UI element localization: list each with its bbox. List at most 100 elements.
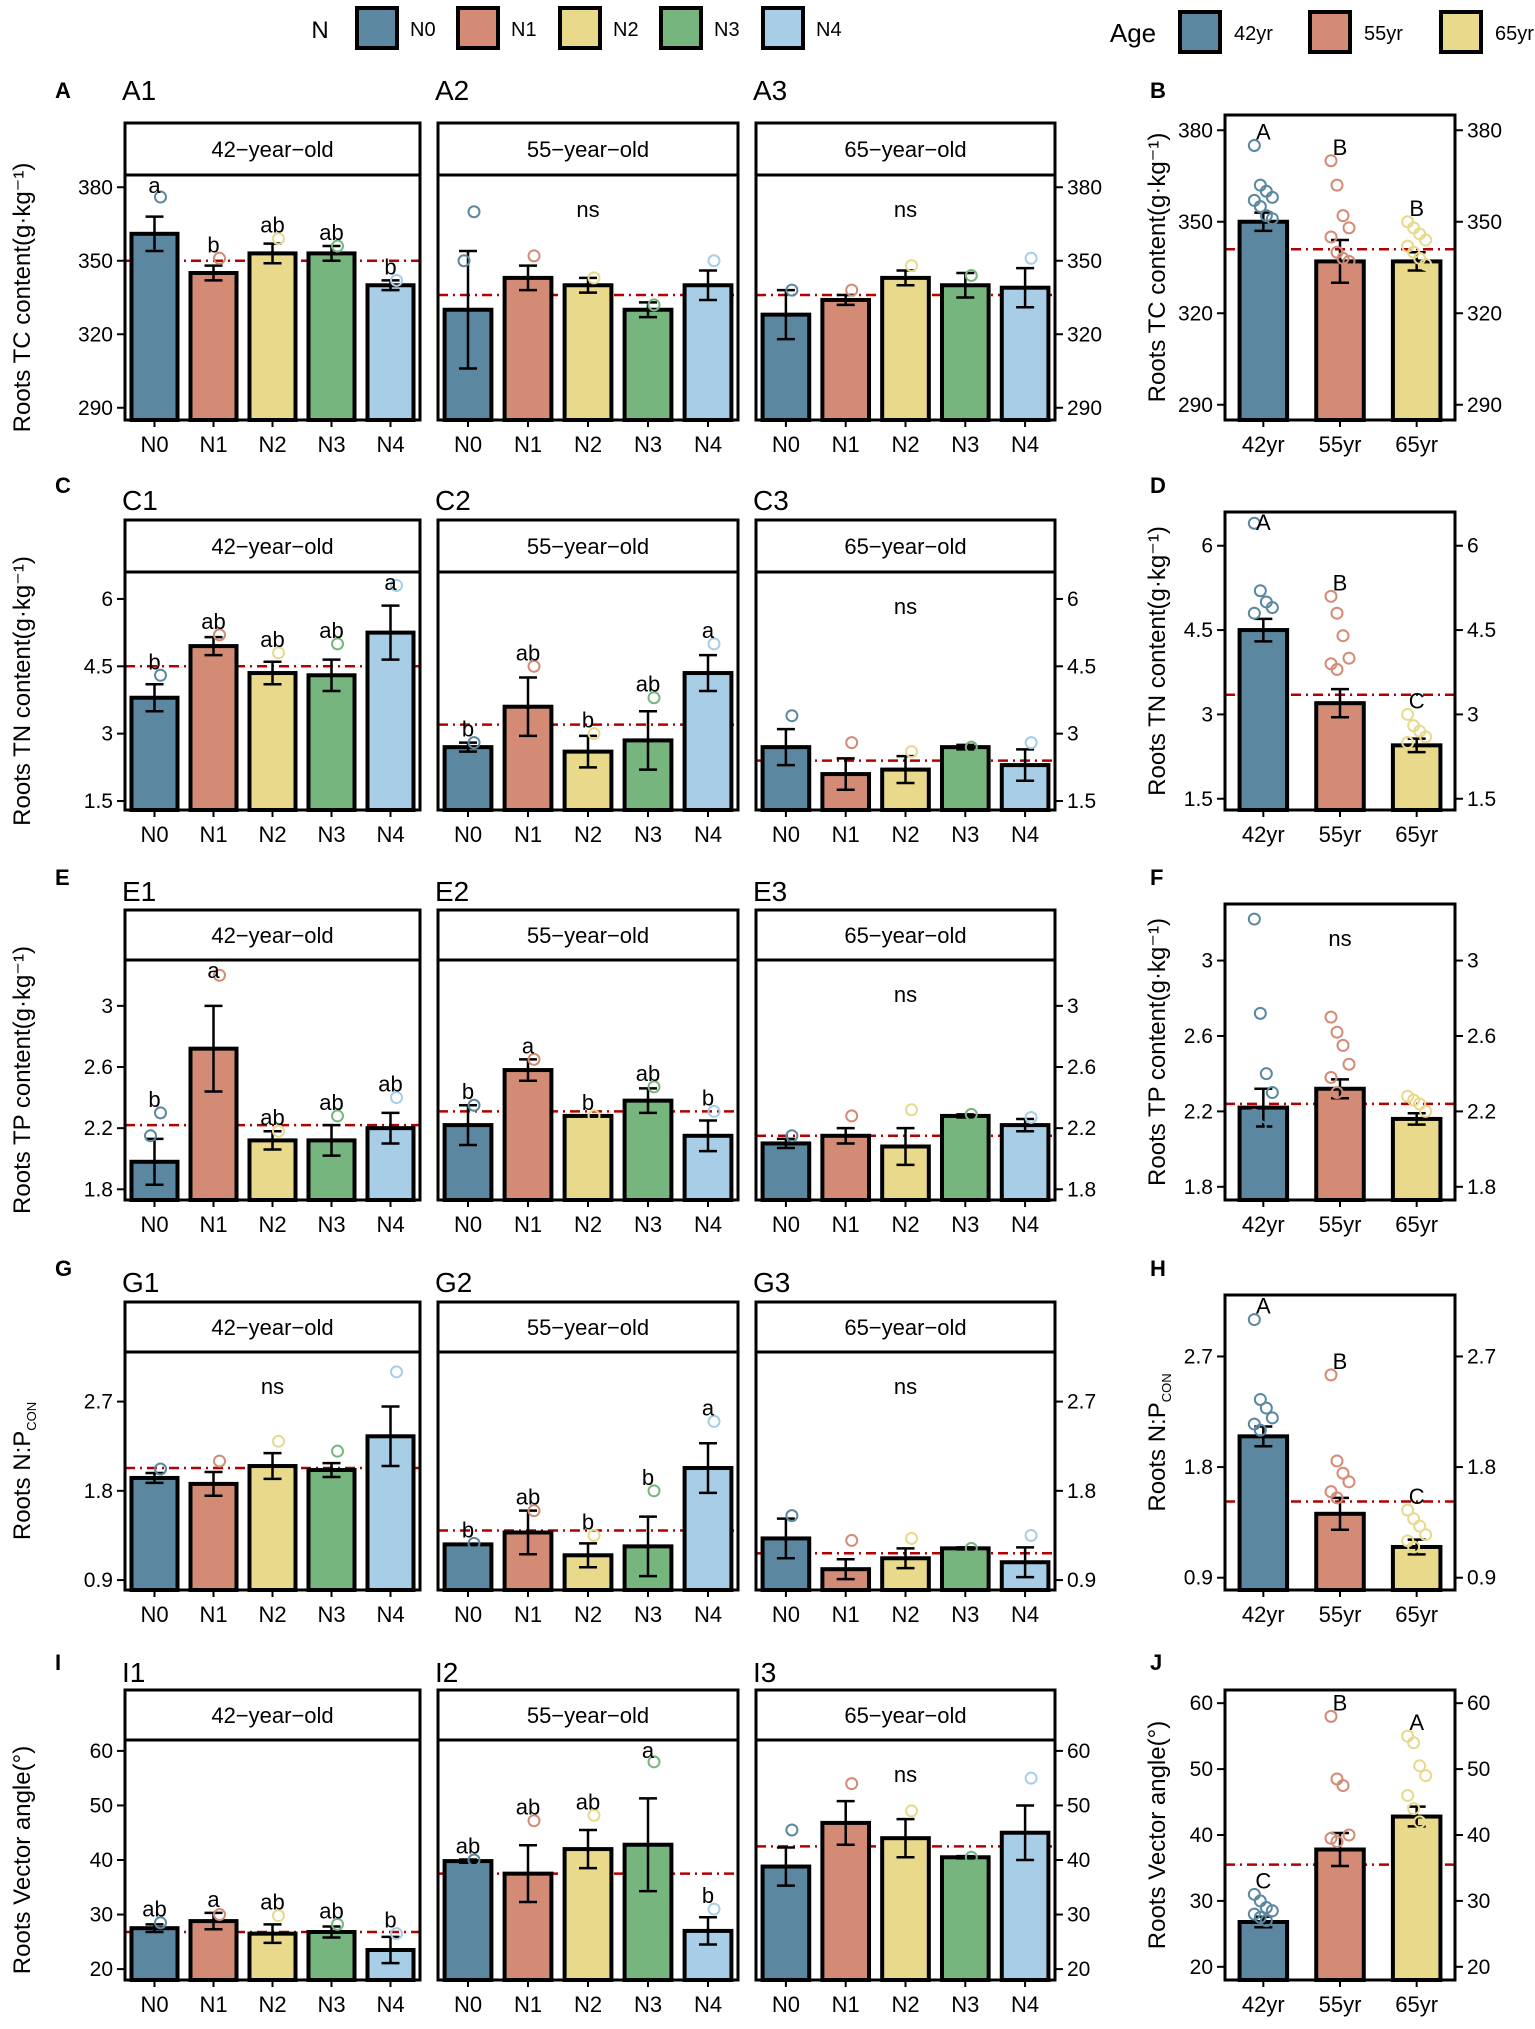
data-point-65yr [1419, 1769, 1433, 1783]
x-tick-label: N2 [574, 822, 602, 847]
data-point-65yr [1419, 233, 1433, 247]
data-point-N0 [467, 205, 481, 219]
data-point-65yr [1419, 1104, 1433, 1118]
bar-N4 [999, 1123, 1051, 1203]
y-tick-label: 350 [1067, 250, 1102, 273]
significance-letter: ab [636, 672, 660, 697]
age-y-axis-title-text: Roots Vector angle(°) [1144, 1721, 1171, 1949]
data-point-42yr [1259, 1142, 1273, 1156]
bar-N3 [939, 1855, 991, 1982]
panel-H: H A 42yr B 55yr C 65yr 0.9 1.8 2.7 0.9 1.8 2.7 Roots … [1144, 1256, 1496, 1627]
row-label: E [55, 865, 70, 890]
x-tick-label: 55yr [1319, 822, 1362, 847]
data-point-N4 [1024, 1771, 1038, 1785]
data-point-42yr [1265, 212, 1279, 226]
x-tick-label: N4 [376, 1212, 404, 1237]
data-point-55yr [1324, 1368, 1338, 1382]
facet-strip-label: 42−year−old [211, 1315, 333, 1340]
y-tick-label: 60 [1467, 1692, 1490, 1715]
y-tick-label: 1.5 [1067, 790, 1096, 813]
facet-strip [123, 518, 422, 574]
data-point-42yr [1259, 1401, 1273, 1415]
legend-n-label-2: N2 [613, 19, 639, 41]
panel-G1: G1 42−year−old N0 N1 N2 N3 N4 ns 0.9 1.8 2.7 [84, 1267, 422, 1627]
panel-A2: A2 55−year−old N0 N1 N2 N3 N4 ns [435, 75, 740, 457]
data-point-55yr [1342, 221, 1356, 235]
x-tick-label: N1 [199, 1992, 227, 2017]
bar-42yr [1237, 1920, 1290, 1982]
y-tick-label: 2.6 [1184, 1025, 1213, 1048]
legend-n-label-3: N3 [714, 19, 740, 41]
bar-N1 [188, 644, 239, 813]
x-tick-label: N1 [514, 432, 542, 457]
data-point-55yr [1336, 719, 1350, 733]
bar-N3 [306, 1930, 357, 1982]
x-tick-label: N0 [454, 1992, 482, 2017]
legend-age-label-1: 55yr [1364, 23, 1403, 45]
x-tick-label: N3 [317, 1602, 345, 1627]
significance-letter: ab [378, 1072, 402, 1097]
facet-strip-label: 55−year−old [527, 1703, 649, 1728]
bar-N2 [880, 275, 931, 422]
y-tick-label: 30 [90, 1904, 113, 1927]
data-point-N0 [467, 736, 481, 750]
x-tick-label: N1 [514, 1212, 542, 1237]
row-label: A [55, 78, 71, 103]
panel-tag: I1 [122, 1657, 145, 1688]
chart-row-C: C Roots TN content(g·kg⁻¹) C1 42−year−old b N… [9, 473, 1496, 847]
y-tick-label: 40 [1467, 1824, 1490, 1847]
panel-frame [123, 570, 422, 812]
significance-letter: B [1333, 1349, 1348, 1374]
y-tick-label: 320 [78, 323, 113, 346]
x-tick-label: N2 [574, 1212, 602, 1237]
age-y-axis-title-text: Roots TP content(g·kg⁻¹) [1144, 918, 1171, 1186]
y-tick-label: 50 [1467, 1758, 1490, 1781]
bar-N0 [129, 695, 180, 812]
data-point-55yr [1336, 1038, 1350, 1052]
x-tick-label: 42yr [1242, 1602, 1285, 1627]
y-tick-label: 290 [78, 397, 113, 420]
significance-letter: ab [260, 627, 284, 652]
significance-letter: ab [319, 1898, 343, 1923]
legend-age: Age 42yr 55yr 65yr [1110, 10, 1534, 54]
y-tick-label: 1.5 [84, 790, 113, 813]
panel-tag: C1 [122, 485, 158, 516]
panel-frame [123, 958, 422, 1202]
x-tick-label: N1 [514, 1992, 542, 2017]
y-tick-label: 2.7 [1067, 1391, 1096, 1414]
data-point-55yr [1330, 606, 1344, 620]
data-point-N0 [467, 1536, 481, 1550]
data-point-N4 [390, 1365, 403, 1379]
y-tick-label: 6 [1067, 588, 1079, 611]
data-point-N1 [845, 1777, 859, 1791]
data-point-N2 [587, 1109, 601, 1123]
panel-F: F 42yr 55yr 65yr ns 1.8 2.2 2.6 3 1.8 2.2 2.6 3 Roots… [1144, 865, 1496, 1237]
data-point-N1 [213, 1454, 226, 1468]
ns-label: ns [894, 197, 917, 222]
y-tick-label: 1.8 [1467, 1176, 1496, 1199]
x-tick-label: N4 [1011, 1602, 1039, 1627]
bar-N1 [188, 1481, 239, 1593]
data-point-N3 [647, 1484, 661, 1498]
y-tick-label: 60 [1067, 1740, 1090, 1763]
data-point-55yr [1336, 1779, 1350, 1793]
x-tick-label: 55yr [1319, 1992, 1362, 2017]
bar-N4 [682, 283, 734, 422]
data-point-N1 [845, 283, 859, 297]
data-point-N0 [154, 190, 167, 204]
data-point-55yr [1342, 254, 1356, 268]
significance-letter: b [702, 1883, 714, 1908]
x-tick-label: N4 [376, 822, 404, 847]
x-tick-label: N0 [454, 1602, 482, 1627]
data-point-55yr [1324, 1709, 1338, 1723]
data-point-65yr [1413, 1759, 1427, 1773]
bar-N0 [129, 231, 180, 422]
bar-65yr [1390, 259, 1443, 422]
panel-frame [754, 1350, 1057, 1592]
bar-N1 [502, 275, 554, 422]
significance-letter: ab [260, 213, 284, 238]
panel-frame [1223, 113, 1457, 422]
x-tick-label: N3 [951, 432, 979, 457]
